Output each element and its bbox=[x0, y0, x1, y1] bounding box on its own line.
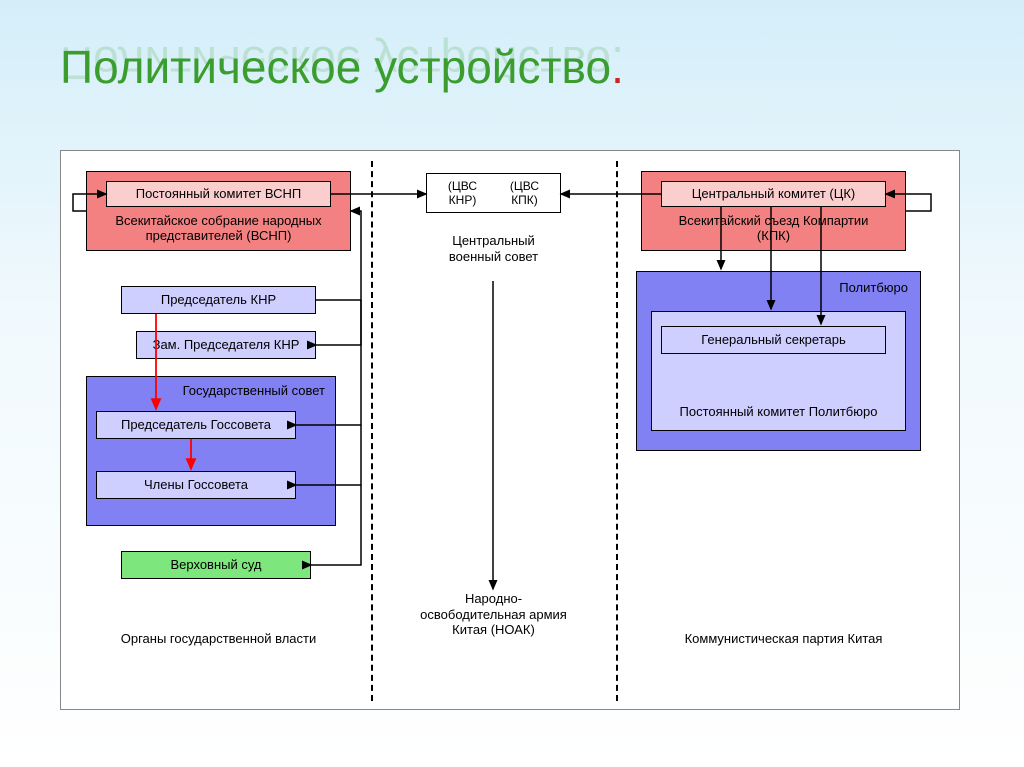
standing-committee-label: Постоянный комитет Политбюро bbox=[679, 404, 879, 420]
supreme-court-box: Верховный суд bbox=[121, 551, 311, 579]
supreme-court-label: Верховный суд bbox=[170, 557, 261, 573]
kpk-outer-label: Всекитайский съезд Компартии (КПК) bbox=[674, 213, 874, 244]
members-box: Члены Госсовета bbox=[96, 471, 296, 499]
org-diagram: Всекитайское собрание народных представи… bbox=[60, 150, 960, 710]
vsnp-inner-box: Постоянный комитет ВСНП bbox=[106, 181, 331, 207]
military-council-label: Центральный военный совет bbox=[426, 233, 561, 264]
right-caption: Коммунистическая партия Китая bbox=[641, 631, 926, 647]
members-label: Члены Госсовета bbox=[144, 477, 248, 493]
vice-chairman-label: Зам. Председателя КНР bbox=[153, 337, 300, 353]
politburo-outer-label: Политбюро bbox=[839, 280, 908, 296]
state-council-outer-box: Государственный совет bbox=[86, 376, 336, 526]
divider-right bbox=[616, 161, 618, 701]
chairman-label: Председатель КНР bbox=[161, 292, 276, 308]
cvs-knr-label: (ЦВС КНР) bbox=[438, 179, 488, 208]
title-reflection: Политическое устройство. bbox=[60, 36, 624, 90]
premier-box: Председатель Госсовета bbox=[96, 411, 296, 439]
vice-chairman-box: Зам. Председателя КНР bbox=[136, 331, 316, 359]
left-caption: Органы государственной власти bbox=[86, 631, 351, 647]
cvs-box: (ЦВС КНР) (ЦВС КПК) bbox=[426, 173, 561, 213]
state-council-outer-label: Государственный совет bbox=[183, 383, 325, 399]
army-label: Народно-освободительная армия Китая (НОА… bbox=[416, 591, 571, 638]
vsnp-inner-label: Постоянный комитет ВСНП bbox=[136, 186, 302, 202]
gensec-label: Генеральный секретарь bbox=[701, 332, 846, 348]
kpk-inner-label: Центральный комитет (ЦК) bbox=[692, 186, 855, 202]
divider-left bbox=[371, 161, 373, 701]
premier-label: Председатель Госсовета bbox=[121, 417, 271, 433]
gensec-box: Генеральный секретарь bbox=[661, 326, 886, 354]
vsnp-outer-label: Всекитайское собрание народных представи… bbox=[104, 213, 334, 244]
chairman-box: Председатель КНР bbox=[121, 286, 316, 314]
cvs-kpk-label: (ЦВС КПК) bbox=[500, 179, 550, 208]
kpk-inner-box: Центральный комитет (ЦК) bbox=[661, 181, 886, 207]
